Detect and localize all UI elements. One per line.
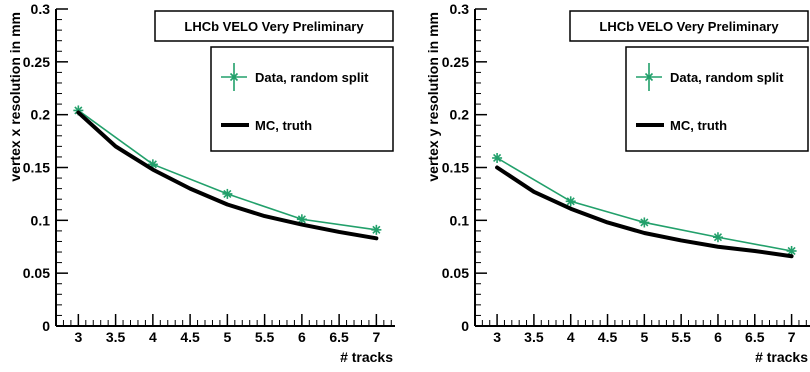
title-box [154,10,394,42]
data-point-marker [565,196,576,207]
legend-entry-data: Data, random split [221,63,369,91]
marker-stroke [713,233,723,242]
marker-stroke [787,246,796,256]
x-tick-label: 4 [149,329,157,345]
x-tick-label: 5 [223,329,231,345]
y-tick-label: 0.1 [31,212,51,228]
marker-stroke [229,72,239,82]
x-tick-label: 5 [640,329,648,345]
chart-panel-2: 0 0.05 0.1 0.15 0.2 0.25 0.3 3 3.5 4 4.5 5 5.5 6 6.5 7 #… [425,1,810,365]
marker-stroke [566,197,575,206]
legend-star-icon [644,72,654,82]
x-tick-label: 3 [74,329,82,345]
x-tick-label: 4 [567,329,575,345]
x-tick-label: 7 [788,329,796,345]
x-axis-label: # tracks [340,349,393,365]
legend-star-icon [229,72,239,82]
legend-label-data: Data, random split [255,70,369,85]
x-tick-label: 5.5 [671,329,691,345]
series-mc-truth-line [76,110,379,241]
title-box [569,10,809,42]
legend-box [210,46,394,152]
legend-label-data: Data, random split [670,70,784,85]
y-tick-label: 0.05 [442,265,469,281]
marker-stroke [74,106,83,115]
data-point-marker [222,188,233,199]
y-tick-label: 0.3 [31,1,51,17]
x-axis-label: # tracks [755,349,808,365]
marker-stroke [223,189,232,198]
x-tick-label: 4.5 [598,329,618,345]
data-point-marker [492,152,503,163]
legend: Data, random split MC, truth [210,46,394,152]
marker-stroke [297,215,306,224]
chart-title: LHCb VELO Very Preliminary [184,19,364,34]
legend: Data, random split MC, truth [625,46,809,152]
x-tick-label: 4.5 [180,329,200,345]
legend-label-mc: MC, truth [255,118,312,133]
legend-entry-mc: MC, truth [636,118,727,133]
y-tick-label: 0.15 [442,160,469,176]
series-mc-truth-line [495,165,794,259]
legend-label-mc: MC, truth [670,118,727,133]
x-tick-label: 6 [298,329,306,345]
y-tick-label: 0.1 [450,212,470,228]
x-tick-label: 6.5 [745,329,765,345]
marker-stroke [493,153,502,163]
series-data-line [496,157,792,252]
y-tick-label: 0.25 [442,54,469,70]
y-axis-label: vertex y resolution in mm [425,12,441,182]
y-tick-label: 0 [461,318,469,334]
legend-box [625,46,809,152]
y-tick-label: 0.05 [23,265,50,281]
y-tick-label: 0.3 [450,1,470,17]
y-tick-label: 0.15 [23,160,50,176]
x-tick-label: 3 [493,329,501,345]
data-point-marker [639,217,650,228]
y-tick-label: 0.2 [31,107,51,123]
marker-stroke [640,218,649,227]
legend-entry-mc: MC, truth [221,118,312,133]
x-tick-label: 5.5 [255,329,275,345]
y-tick-label: 0.25 [23,54,50,70]
x-tick-label: 3.5 [106,329,126,345]
x-tick-label: 3.5 [524,329,544,345]
chart-title: LHCb VELO Very Preliminary [599,19,779,34]
data-point-marker [371,224,382,235]
marker-stroke [372,225,381,234]
y-tick-label: 0.2 [450,107,470,123]
x-tick-label: 7 [372,329,380,345]
legend-entry-data: Data, random split [636,63,784,91]
chart-panel-1: 0 0.05 0.1 0.15 0.2 0.25 0.3 3 3.5 4 4.5 5 5.5 6 6.5 7 #… [7,1,395,365]
x-tick-label: 6.5 [329,329,349,345]
data-point-marker [712,232,723,243]
y-axis-label: vertex x resolution in mm [7,12,23,182]
y-tick-label: 0 [42,318,50,334]
x-tick-label: 6 [714,329,722,345]
marker-stroke [644,72,654,82]
